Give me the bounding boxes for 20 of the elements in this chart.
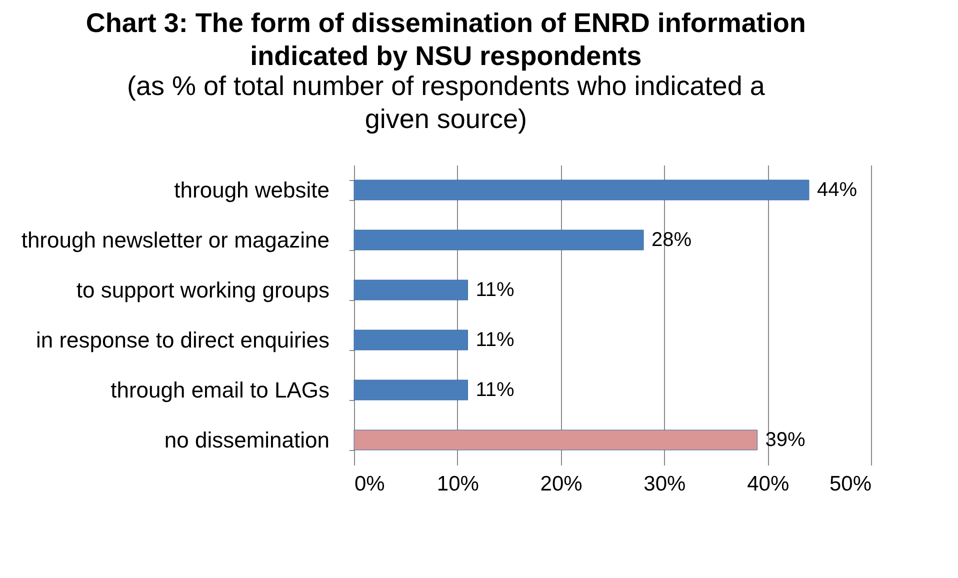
- x-tick-label: 30%: [644, 472, 686, 496]
- x-tick-label: 10%: [436, 472, 479, 496]
- y-tick-label: through website: [174, 178, 330, 202]
- x-tick-label: 0%: [354, 472, 385, 496]
- data-label: 11%: [476, 329, 514, 351]
- y-tick-label: in response to direct enquiries: [36, 328, 330, 352]
- x-tick-label: 50%: [829, 472, 872, 496]
- data-label: 11%: [476, 279, 514, 301]
- y-tick-label: through email to LAGs: [110, 378, 330, 402]
- data-label: 11%: [476, 379, 514, 401]
- chart-subtitle: (as % of total number of respondents who indicated a given source): [126, 71, 766, 134]
- data-label: 44%: [816, 179, 858, 201]
- y-tick-label: through newsletter or magazine: [21, 228, 330, 252]
- y-tick-label: to support working groups: [76, 278, 330, 302]
- chart-title: Chart 3: The form of dissemination of ENRD information indicated by NSU respondents: [86, 8, 806, 71]
- data-label: 39%: [765, 429, 806, 451]
- data-label: 28%: [652, 229, 692, 251]
- y-tick-label: no dissemination: [164, 428, 330, 452]
- x-tick-label: 40%: [747, 472, 790, 496]
- x-tick-label: 20%: [540, 472, 582, 496]
